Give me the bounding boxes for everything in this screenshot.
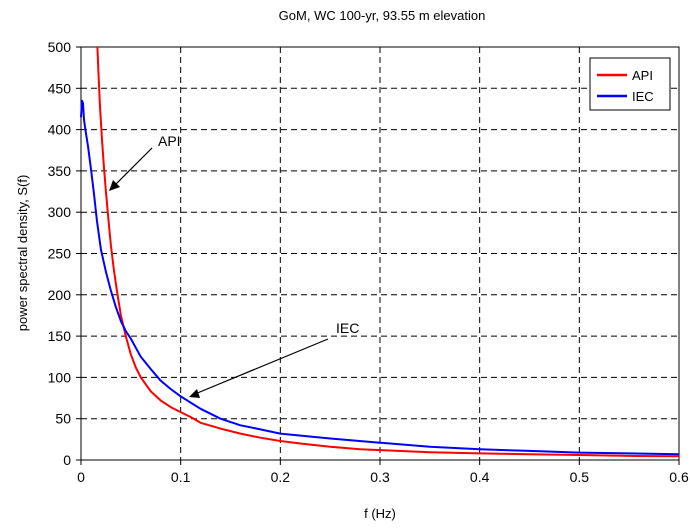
series-lines	[80, 46, 680, 458]
annotation-iec-arrow	[194, 338, 329, 395]
x-tick-label: 0.2	[271, 469, 291, 485]
y-tick-label: 50	[55, 411, 71, 427]
legend: API IEC	[589, 57, 671, 111]
y-tick-label: 450	[48, 80, 72, 96]
y-tick-label: 350	[48, 163, 72, 179]
legend-label-iec: IEC	[632, 89, 654, 104]
grid-lines	[81, 47, 679, 460]
x-tick-label: 0.3	[370, 469, 390, 485]
y-tick-label: 150	[48, 328, 72, 344]
x-tick-label: 0.5	[570, 469, 590, 485]
x-tick-label: 0	[77, 469, 85, 485]
x-tick-label: 0.6	[669, 469, 689, 485]
x-tick-label: 0.4	[470, 469, 490, 485]
series-line-api	[96, 46, 680, 458]
y-tick-label: 100	[48, 369, 72, 385]
annotation-api-label: API	[158, 133, 181, 149]
annotation-api-arrow	[111, 147, 153, 189]
y-tick-label: 250	[48, 246, 72, 262]
y-tick-label: 500	[48, 39, 72, 55]
annotation-iec: IEC	[189, 320, 359, 398]
annotation-iec-label: IEC	[336, 320, 359, 336]
axis-ticks: 0 0.1 0.2 0.3 0.4 0.5 0.6 0 50 100 150 200 250 300 350…	[48, 39, 689, 485]
legend-label-api: API	[632, 68, 653, 83]
x-tick-label: 0.1	[171, 469, 191, 485]
chart-title: GoM, WC 100-yr, 93.55 m elevation	[279, 8, 486, 23]
y-tick-label: 0	[63, 452, 71, 468]
x-axis-label: f (Hz)	[364, 506, 396, 521]
annotation-api: API	[109, 133, 181, 191]
annotation-iec-arrowhead	[189, 389, 200, 398]
y-tick-label: 300	[48, 204, 72, 220]
y-tick-label: 400	[48, 122, 72, 138]
annotation-api-arrowhead	[109, 180, 120, 191]
y-tick-label: 200	[48, 287, 72, 303]
y-axis-label: power spectral density, S(f)	[15, 175, 30, 332]
legend-box	[589, 57, 671, 111]
series-line-iec	[80, 99, 680, 456]
